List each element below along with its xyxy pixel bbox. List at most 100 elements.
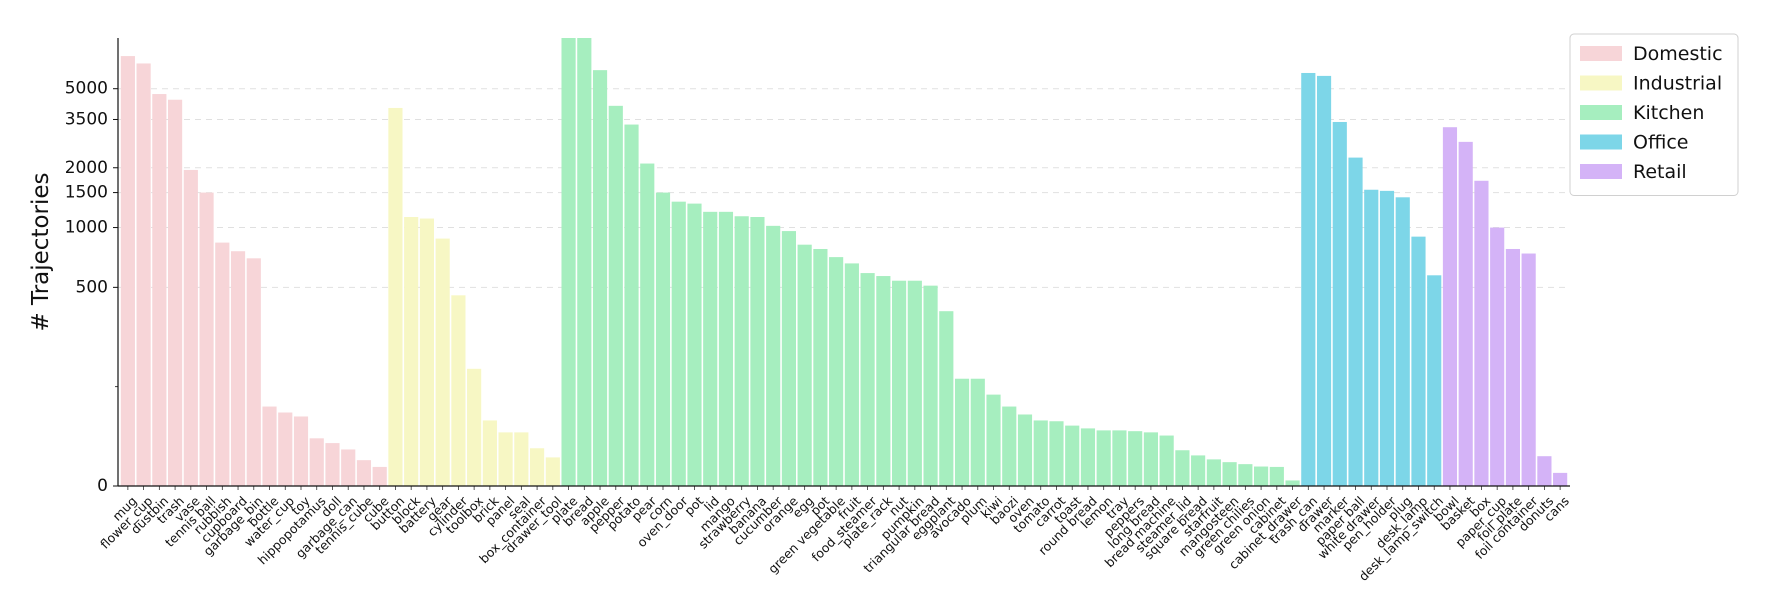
- bar: [120, 56, 135, 486]
- bar: [829, 257, 844, 486]
- bar: [1521, 253, 1536, 486]
- bar: [1269, 466, 1284, 486]
- y-tick-label: 0: [97, 476, 108, 496]
- bar: [325, 443, 340, 486]
- y-ticks: 0 500 1000 1500 2000 3500 5000: [65, 79, 118, 496]
- bar: [372, 466, 387, 486]
- bar: [1505, 248, 1520, 486]
- bar: [293, 416, 309, 486]
- bar: [1364, 189, 1379, 486]
- bar: [1379, 190, 1395, 486]
- bar: [876, 276, 891, 486]
- bar: [1143, 432, 1158, 486]
- legend-label: Industrial: [1633, 73, 1722, 95]
- bar: [215, 242, 230, 486]
- bar: [530, 448, 545, 486]
- bar: [404, 217, 419, 486]
- bar: [498, 432, 513, 486]
- bar: [309, 438, 324, 486]
- bar: [592, 70, 608, 487]
- bar: [1033, 420, 1048, 486]
- bar: [939, 311, 954, 486]
- legend: Domestic Industrial Kitchen Office Retail: [1569, 33, 1739, 196]
- y-tick-label: 500: [76, 277, 108, 297]
- bar: [419, 218, 434, 486]
- bar: [1112, 430, 1127, 486]
- legend-label: Domestic: [1633, 43, 1723, 65]
- bar: [1301, 72, 1316, 486]
- bar: [435, 238, 450, 486]
- bar: [1159, 435, 1174, 486]
- bar: [1206, 459, 1221, 486]
- legend-frame: [1569, 33, 1739, 196]
- bar: [703, 211, 718, 486]
- bar: [671, 201, 686, 486]
- y-tick-label: 3500: [65, 109, 108, 129]
- legend-swatch: [1580, 75, 1622, 91]
- y-axis-title: # Trajectories: [28, 172, 54, 331]
- bar: [1238, 464, 1253, 486]
- bar: [1395, 197, 1410, 486]
- bar: [1348, 157, 1363, 487]
- bar: [1080, 428, 1096, 486]
- bar: [923, 285, 938, 486]
- bar: [1553, 472, 1568, 486]
- bar: [1191, 455, 1206, 486]
- bar: [970, 378, 985, 486]
- legend-swatch: [1580, 46, 1622, 61]
- bar: [183, 169, 198, 486]
- bars: [120, 38, 1568, 487]
- bar: [545, 457, 560, 486]
- bar: [1175, 450, 1190, 486]
- bar: [766, 225, 781, 486]
- bar: [1049, 421, 1064, 486]
- bar: [907, 280, 922, 486]
- bar: [1490, 227, 1505, 486]
- bar: [152, 94, 167, 486]
- bar: [1002, 406, 1017, 486]
- bar: [1332, 121, 1347, 486]
- bar: [781, 231, 796, 486]
- bar: [482, 420, 497, 486]
- bar: [844, 263, 859, 486]
- bar: [813, 248, 828, 486]
- bar: [1222, 462, 1237, 486]
- bar: [750, 217, 765, 486]
- y-tick-label: 5000: [65, 79, 108, 99]
- legend-swatch: [1580, 164, 1622, 179]
- bar: [1442, 127, 1458, 486]
- bar: [986, 394, 1001, 486]
- legend-swatch: [1580, 134, 1622, 150]
- bar: [451, 295, 466, 486]
- bar: [734, 216, 749, 486]
- bar: [1474, 180, 1489, 486]
- bar: [561, 38, 576, 486]
- bar: [230, 251, 246, 486]
- bar: [954, 378, 970, 486]
- bar: [1316, 75, 1332, 486]
- bar: [1285, 480, 1300, 486]
- bar: [624, 124, 639, 486]
- bar: [514, 432, 529, 486]
- legend-label: Retail: [1633, 161, 1687, 183]
- bar: [1065, 425, 1080, 486]
- bar: [278, 412, 293, 486]
- bar: [1458, 141, 1473, 487]
- bar: [388, 107, 403, 487]
- legend-swatch: [1580, 105, 1622, 120]
- bar: [467, 368, 482, 486]
- bar: [246, 258, 261, 486]
- bar: [356, 460, 372, 486]
- bar: [1537, 456, 1552, 486]
- bar: [136, 63, 151, 486]
- bar: [1096, 430, 1111, 486]
- legend-label: Kitchen: [1633, 102, 1704, 124]
- y-tick-label: 1500: [65, 183, 108, 203]
- bar: [860, 273, 875, 486]
- bar: [199, 192, 214, 486]
- bar: [1411, 236, 1426, 486]
- bar: [168, 99, 183, 487]
